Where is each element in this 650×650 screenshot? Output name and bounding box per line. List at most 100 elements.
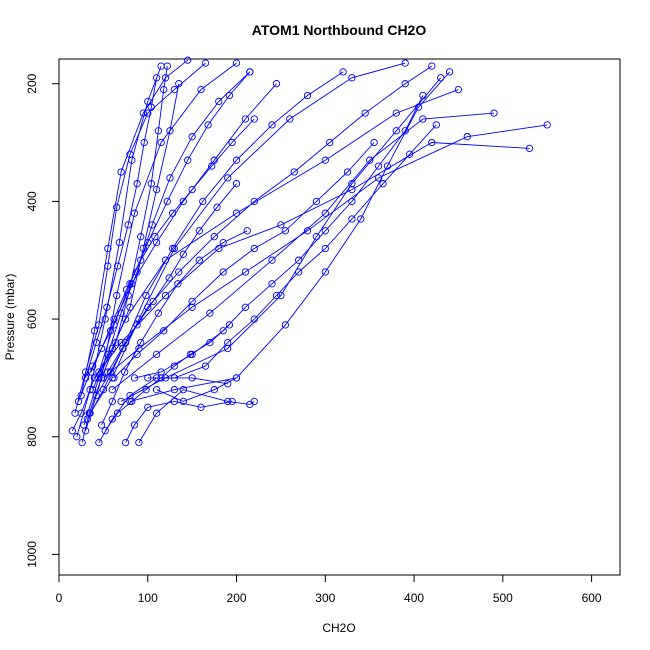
data-point bbox=[405, 150, 414, 158]
data-point bbox=[108, 386, 116, 394]
data-point bbox=[130, 209, 139, 217]
data-point bbox=[161, 291, 170, 300]
profile-series bbox=[144, 121, 440, 382]
data-point bbox=[170, 362, 179, 370]
data-point bbox=[206, 338, 214, 347]
data-point bbox=[110, 374, 118, 382]
data-point bbox=[95, 321, 103, 329]
data-point bbox=[277, 221, 285, 229]
y-tick-label: 400 bbox=[25, 191, 39, 211]
data-point bbox=[137, 338, 145, 347]
data-point bbox=[392, 109, 400, 117]
data-point bbox=[303, 91, 312, 100]
data-point bbox=[95, 368, 103, 376]
data-point bbox=[232, 209, 241, 217]
y-tick-label: 600 bbox=[25, 309, 39, 329]
data-point bbox=[463, 133, 471, 141]
data-point bbox=[250, 197, 258, 206]
chart-title: ATOM1 Northbound CH2O bbox=[252, 22, 427, 38]
x-tick-label: 400 bbox=[404, 591, 424, 605]
data-point bbox=[170, 397, 179, 406]
data-point bbox=[101, 315, 109, 323]
data-point bbox=[286, 115, 294, 123]
data-point bbox=[174, 280, 182, 288]
data-point bbox=[73, 433, 81, 441]
data-point bbox=[144, 403, 152, 411]
x-tick-label: 0 bbox=[56, 591, 63, 605]
data-point bbox=[142, 291, 150, 300]
data-point bbox=[228, 397, 236, 406]
data-point bbox=[246, 68, 254, 76]
data-point bbox=[432, 121, 440, 129]
data-point bbox=[110, 321, 118, 329]
x-tick-label: 100 bbox=[138, 591, 158, 605]
series-line bbox=[129, 71, 450, 402]
data-point bbox=[213, 203, 221, 211]
series-line bbox=[138, 389, 255, 443]
data-point bbox=[543, 121, 551, 129]
data-point bbox=[161, 74, 170, 82]
series-line bbox=[156, 377, 237, 402]
data-point bbox=[137, 256, 145, 264]
data-point bbox=[490, 109, 498, 117]
data-point bbox=[121, 368, 129, 376]
data-point bbox=[170, 374, 179, 382]
data-point bbox=[321, 209, 329, 217]
y-tick-label: 1000 bbox=[25, 541, 39, 568]
data-point bbox=[186, 350, 195, 359]
data-point bbox=[224, 174, 232, 182]
data-point bbox=[152, 74, 161, 82]
data-point bbox=[81, 374, 90, 382]
data-point bbox=[152, 409, 161, 417]
profile-series bbox=[97, 227, 251, 429]
data-point bbox=[117, 309, 125, 317]
data-point bbox=[268, 256, 276, 264]
data-point bbox=[163, 197, 171, 206]
series-line bbox=[80, 59, 188, 396]
profile-series bbox=[81, 74, 161, 382]
series-line bbox=[95, 183, 237, 396]
series-line bbox=[107, 65, 433, 373]
data-point bbox=[361, 109, 369, 117]
data-point bbox=[401, 59, 409, 67]
data-point bbox=[184, 56, 192, 64]
data-point bbox=[112, 338, 120, 347]
data-point bbox=[348, 197, 356, 206]
data-point bbox=[119, 344, 127, 353]
data-point bbox=[113, 203, 121, 211]
x-axis: 0 100 200 300 400 500 600 bbox=[56, 574, 602, 605]
data-point bbox=[117, 397, 125, 406]
series-line bbox=[112, 112, 495, 391]
x-axis-label: CH2O bbox=[322, 621, 355, 635]
series-line bbox=[147, 124, 437, 379]
data-point bbox=[272, 80, 281, 88]
data-point bbox=[179, 397, 187, 406]
data-point bbox=[250, 315, 258, 323]
data-point bbox=[188, 133, 196, 141]
series-line bbox=[98, 71, 251, 373]
series-line bbox=[120, 77, 442, 402]
data-point bbox=[85, 409, 93, 417]
data-point bbox=[428, 138, 436, 147]
profile-series bbox=[110, 138, 378, 382]
data-point bbox=[232, 180, 241, 188]
data-point bbox=[215, 97, 223, 106]
data-point bbox=[428, 62, 436, 70]
data-point bbox=[142, 386, 150, 394]
series-line bbox=[85, 77, 158, 379]
data-point bbox=[445, 68, 454, 76]
data-point bbox=[225, 91, 234, 100]
series-line bbox=[103, 124, 548, 379]
data-point bbox=[147, 180, 155, 188]
data-point bbox=[168, 209, 177, 217]
data-point bbox=[419, 115, 427, 123]
data-point bbox=[92, 391, 100, 400]
data-point bbox=[232, 374, 241, 382]
data-point bbox=[272, 291, 281, 300]
series-line bbox=[90, 118, 255, 373]
data-point bbox=[81, 368, 90, 376]
series-line bbox=[125, 400, 233, 443]
data-point bbox=[232, 156, 241, 164]
data-point bbox=[121, 438, 130, 447]
data-point bbox=[188, 303, 196, 311]
